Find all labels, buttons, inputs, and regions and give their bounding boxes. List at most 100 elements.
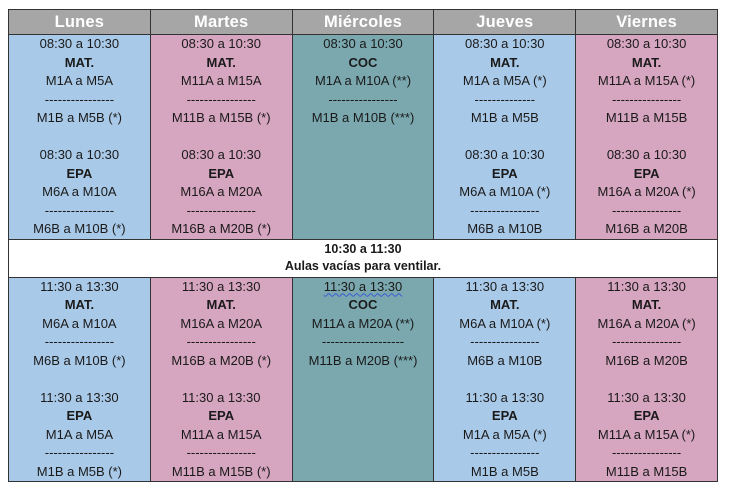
schedule-line: ----------------	[470, 334, 540, 349]
afternoon-cell-jueves: 11:30 a 13:30 MAT. M6A a M10A (*) ---------…	[433, 276, 577, 482]
day-header-miercoles: Miércoles	[291, 9, 435, 35]
schedule-line: ----------------	[328, 91, 398, 107]
schedule-line: EPA	[633, 408, 660, 423]
schedule-line	[151, 370, 292, 389]
schedule-line: 11:30 a 13:30	[465, 389, 545, 405]
schedule-line	[293, 146, 434, 165]
schedule-line: M6B a M10B (*)	[33, 221, 126, 236]
schedule-line: ----------------	[186, 334, 256, 349]
schedule-line: M11A a M15A (*)	[597, 426, 696, 442]
schedule-line: ----------------	[44, 202, 115, 218]
schedule-line: M11B a M15B (*)	[171, 463, 271, 479]
schedule-line: M1B a M5B	[470, 463, 539, 479]
schedule-line: --------------	[474, 91, 536, 107]
schedule-line	[293, 128, 434, 147]
schedule-line: M11A a M15A	[180, 73, 262, 88]
schedule-line: ----------------	[186, 202, 256, 218]
schedule-line: MAT.	[64, 297, 95, 312]
schedule-line: M11A a M20A (**)	[311, 315, 415, 331]
schedule-line	[293, 165, 434, 184]
schedule-line: M11B a M20B (***)	[308, 352, 418, 368]
schedule-line: 08:30 a 10:30	[465, 36, 545, 51]
schedule-line: M16B a M20B	[605, 352, 688, 368]
schedule-line: M11A a M15A (*)	[597, 73, 696, 88]
schedule-line: M16B a M20B (*)	[171, 221, 272, 236]
schedule-line: M1B a M5B (*)	[36, 463, 123, 479]
schedule-line: M1A a M5A	[45, 426, 113, 442]
schedule-line: EPA	[491, 408, 518, 423]
schedule-line: 08:30 a 10:30	[181, 147, 261, 162]
schedule-line	[293, 202, 434, 221]
schedule-line	[9, 128, 150, 147]
day-header-viernes: Viernes	[575, 9, 718, 35]
afternoon-cell-miercoles: 11:30 a 13:30 COC M11A a M20A (**) --------…	[291, 276, 435, 482]
schedule-line	[293, 183, 434, 202]
schedule-line: M6A a M10A	[42, 315, 117, 331]
schedule-line: ----------------	[186, 91, 256, 107]
schedule-line: MAT.	[206, 54, 236, 70]
schedule-line: 08:30 a 10:30	[606, 147, 687, 162]
schedule-line: ----------------	[44, 445, 115, 460]
schedule-line: MAT.	[64, 54, 95, 70]
schedule-line	[293, 370, 434, 389]
schedule-line: 11:30 a 13:30	[181, 389, 261, 405]
schedule-line: ----------------	[611, 202, 682, 218]
schedule-line: EPA	[491, 165, 518, 181]
schedule-line: 08:30 a 10:30	[39, 147, 120, 162]
morning-cell-jueves: 08:30 a 10:30 MAT. M1A a M5A (*) ----------…	[433, 34, 577, 240]
schedule-line: 11:30 a 13:30	[323, 278, 403, 294]
schedule-line: ----------------	[44, 91, 115, 107]
break-time: 10:30 a 11:30	[324, 242, 402, 256]
schedule-line: ----------------	[611, 445, 682, 460]
day-header-martes: Martes	[149, 9, 293, 35]
schedule-line: 11:30 a 13:30	[40, 278, 119, 294]
schedule-line	[151, 128, 292, 147]
schedule-line: EPA	[66, 408, 93, 423]
schedule-line	[293, 407, 434, 426]
schedule-line: 11:30 a 13:30	[40, 389, 119, 405]
schedule-line: COC	[348, 297, 378, 312]
schedule-line: 11:30 a 13:30	[181, 278, 261, 294]
schedule-line	[293, 463, 434, 482]
schedule-line: MAT.	[631, 297, 662, 312]
schedule-line: COC	[348, 54, 378, 70]
schedule-line: EPA	[208, 408, 235, 423]
schedule-line: M1B a M10B (***)	[311, 110, 415, 125]
break-note: Aulas vacías para ventilar.	[284, 259, 442, 273]
schedule-line	[434, 370, 575, 389]
day-header-jueves: Jueves	[433, 9, 577, 35]
schedule-line: ----------------	[611, 334, 682, 349]
schedule-line: EPA	[208, 165, 235, 181]
morning-cell-viernes: 08:30 a 10:30 MAT. M11A a M15A (*) --------…	[575, 34, 718, 240]
schedule-line: M6A a M10A (*)	[459, 315, 551, 331]
afternoon-cell-martes: 11:30 a 13:30 MAT. M16A a M20A ------------…	[149, 276, 293, 482]
schedule-line: ----------------	[186, 445, 256, 460]
schedule-line: M16B a M20B (*)	[171, 352, 272, 368]
schedule-line: 11:30 a 13:30	[607, 389, 686, 405]
schedule-line	[9, 370, 150, 389]
schedule-line: M1A a M5A (*)	[462, 426, 547, 442]
schedule-line: M6B a M10B	[467, 352, 543, 368]
schedule-line	[576, 128, 717, 147]
schedule-line: ----------------	[470, 445, 540, 460]
schedule-line: 08:30 a 10:30	[323, 36, 403, 51]
schedule-line: -------------------	[321, 334, 405, 349]
morning-cell-miercoles: 08:30 a 10:30 COC M1A a M10A (**) ---------…	[291, 34, 435, 240]
schedule-line	[293, 220, 434, 239]
schedule-line: M6B a M10B	[467, 221, 543, 236]
day-header-lunes: Lunes	[8, 9, 151, 35]
schedule-line: MAT.	[206, 297, 236, 312]
schedule-line: EPA	[633, 165, 660, 181]
schedule-line: 08:30 a 10:30	[465, 147, 545, 162]
schedule-line: MAT.	[490, 54, 520, 70]
schedule-line	[576, 370, 717, 389]
schedule-line: 11:30 a 13:30	[465, 278, 545, 294]
schedule-line: ----------------	[470, 202, 540, 218]
schedule-line: ----------------	[44, 334, 115, 349]
schedule-line: M6B a M10B (*)	[33, 352, 126, 368]
header-row: Lunes Martes Miércoles Jueves Viernes	[8, 9, 718, 35]
schedule-line: 08:30 a 10:30	[39, 36, 120, 51]
schedule-line: M1A a M5A (*)	[462, 73, 547, 88]
schedule-line: M11B a M15B (*)	[171, 110, 271, 125]
morning-cell-lunes: 08:30 a 10:30 MAT. M1A a M5A --------------…	[8, 34, 151, 240]
